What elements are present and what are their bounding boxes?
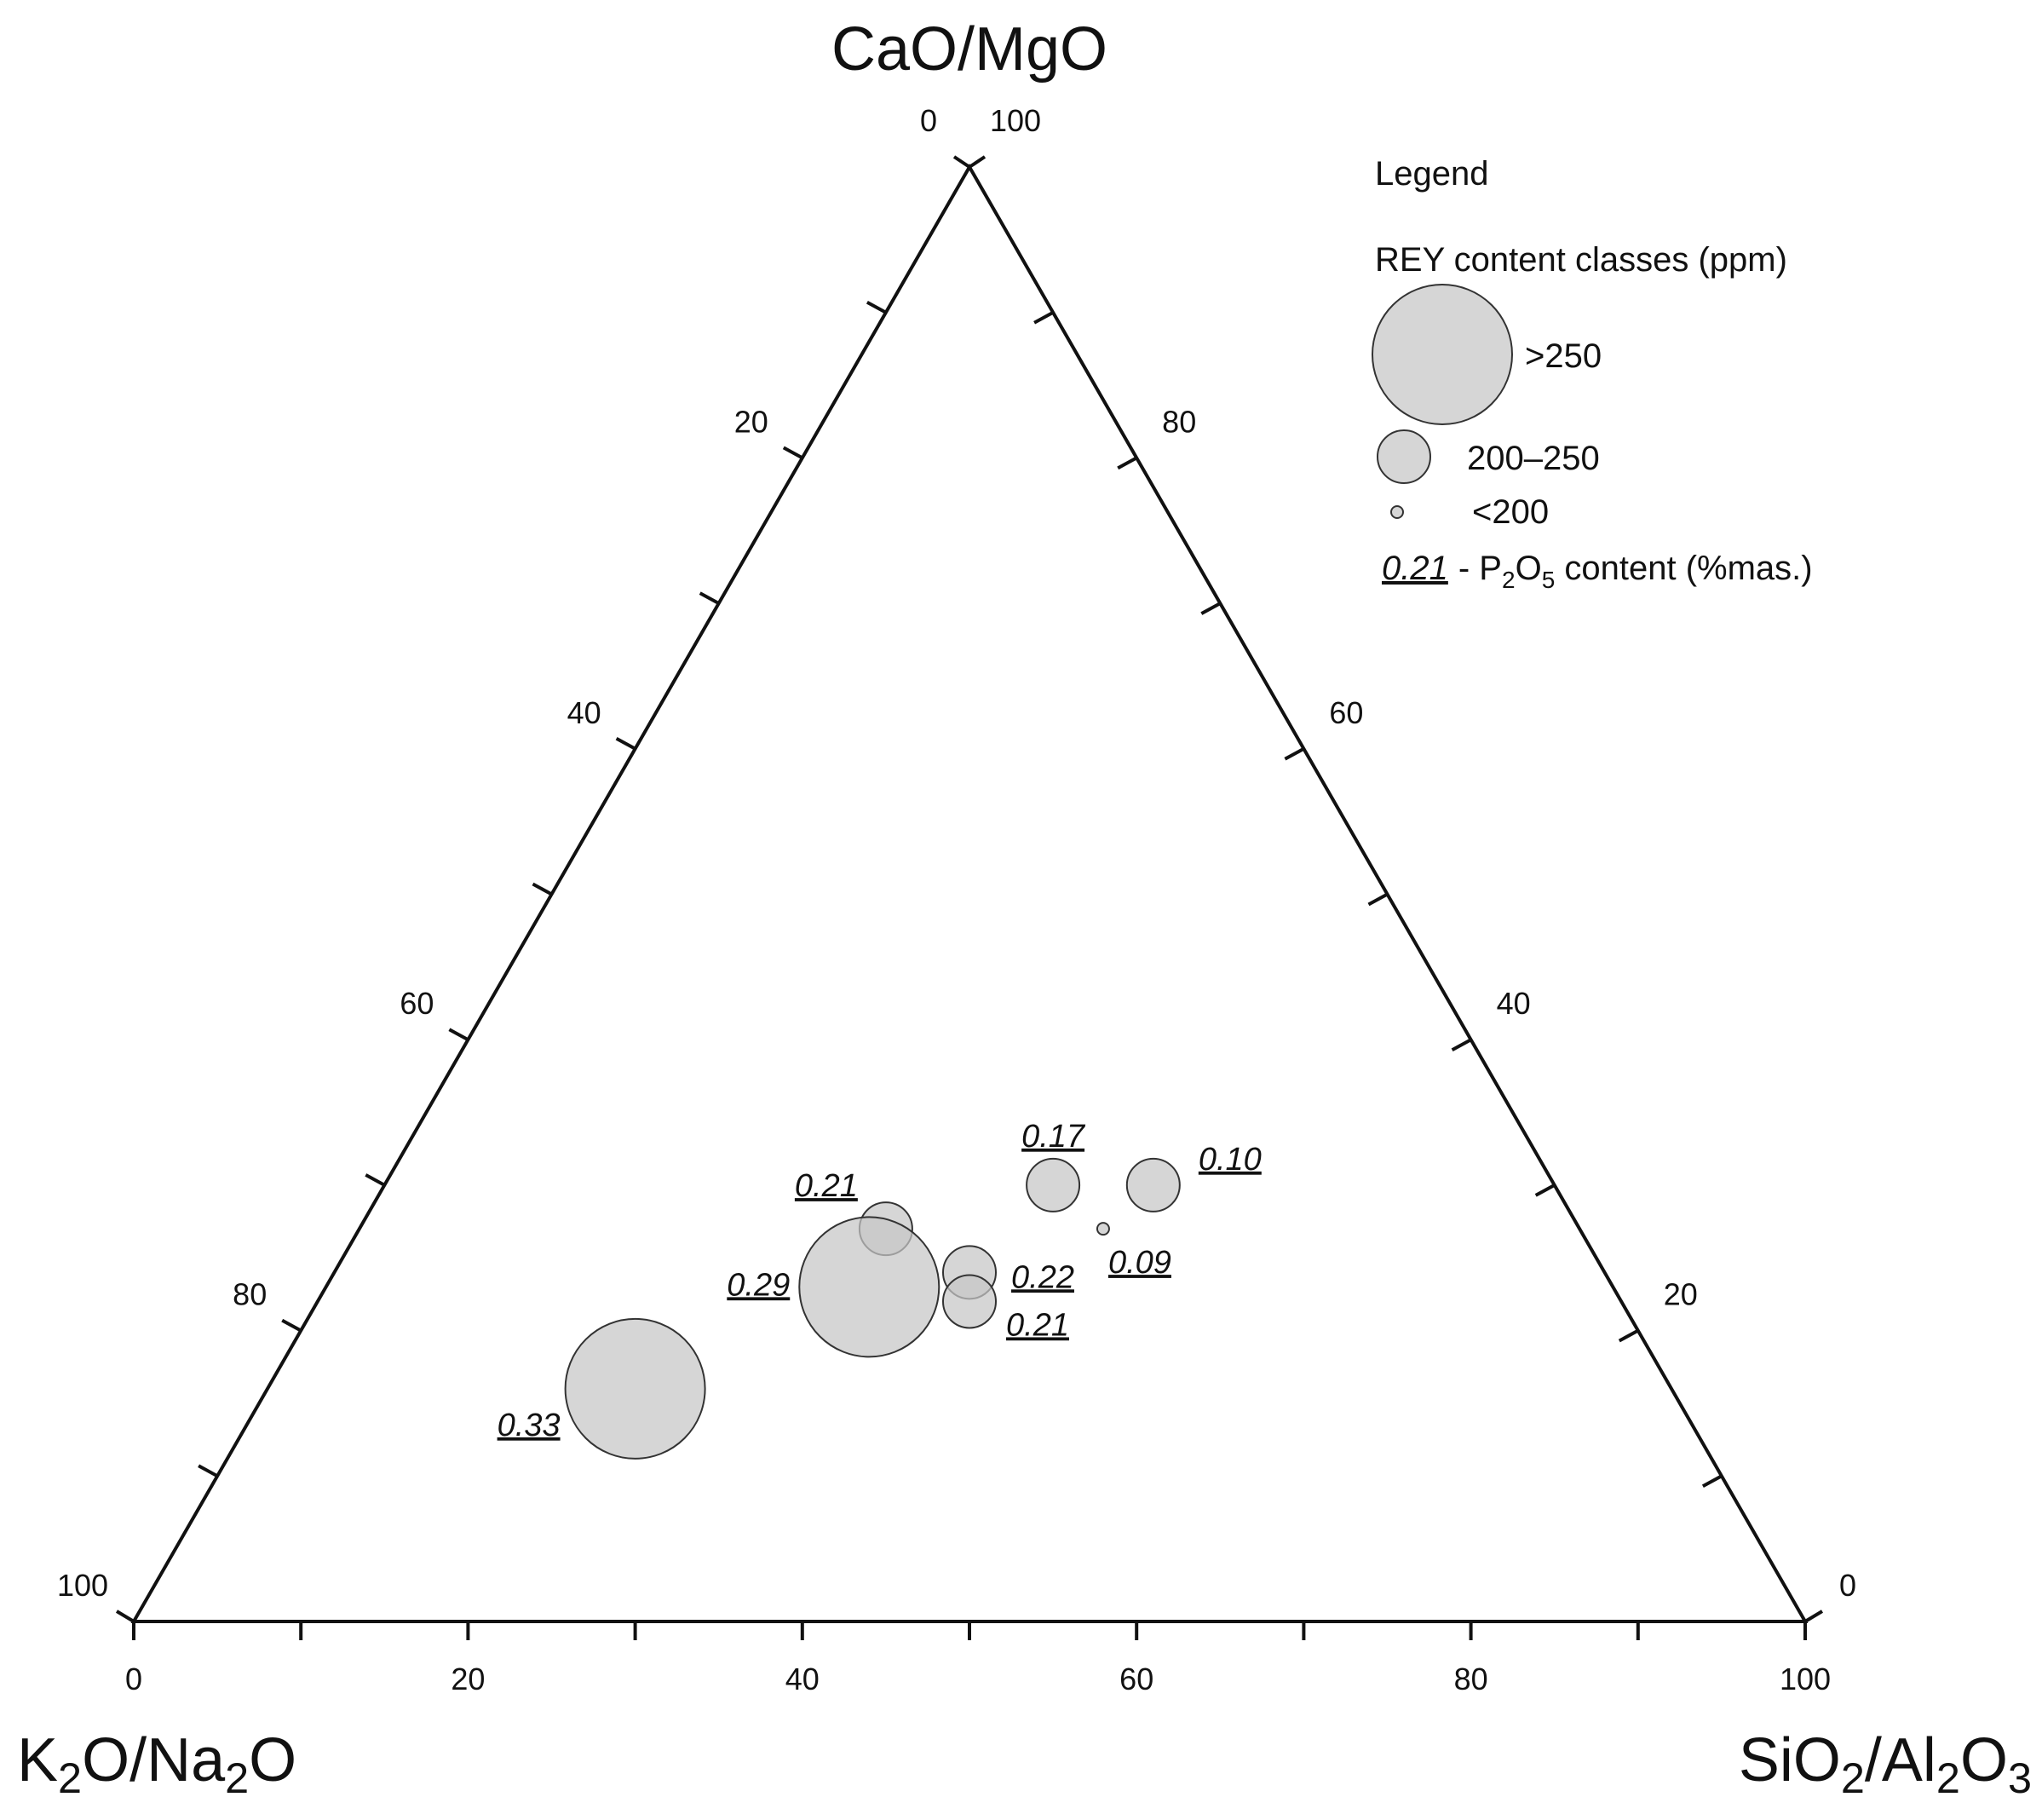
right-tick [1534, 1184, 1556, 1197]
p2o5-label: 0.21 [1006, 1307, 1069, 1343]
data-point [1125, 1157, 1181, 1212]
left-tick [782, 446, 803, 460]
apex-title-left: K2O/Na2O [17, 1726, 296, 1802]
legend-symbol-medium [1377, 429, 1431, 484]
p2o5-label: 0.22 [1011, 1259, 1074, 1295]
p2o5-label: 0.33 [498, 1408, 561, 1443]
bottom-tick-label: 60 [1119, 1662, 1153, 1696]
left-tick [198, 1464, 219, 1478]
legend-subtitle: REY content classes (ppm) [1375, 241, 1787, 279]
p2o5-label: 0.17 [1021, 1119, 1086, 1155]
right-tick-label: 0 [1839, 1568, 1856, 1603]
right-tick-label: 20 [1664, 1277, 1698, 1312]
left-tick-label: 80 [233, 1277, 267, 1312]
left-tick [699, 591, 720, 605]
right-tick [1701, 1474, 1723, 1489]
bottom-tick-label: 80 [1454, 1662, 1488, 1696]
left-tick [281, 1318, 302, 1333]
legend-class-small: <200 [1472, 493, 1549, 531]
legend-class-medium: 200–250 [1467, 440, 1600, 477]
right-tick [1618, 1328, 1639, 1343]
left-corner-tick [115, 1610, 135, 1623]
left-tick [365, 1173, 386, 1187]
tick-labels: 0 20 40 60 80 100 20 40 60 80 100 80 60 40 20 0 0 100 [57, 103, 1856, 1696]
right-tick [1451, 1038, 1472, 1051]
right-tick [1117, 456, 1138, 470]
p2o5-label: 0.21 [795, 1168, 858, 1204]
bottom-tick-label: 0 [125, 1662, 142, 1696]
right-tick [1367, 892, 1389, 907]
bottom-tick-label: 40 [785, 1662, 820, 1696]
p2o5-label: 0.09 [1108, 1245, 1171, 1281]
left-tick [532, 882, 553, 896]
apex-tick [952, 155, 971, 169]
right-tick [1033, 310, 1055, 325]
right-tick-label: 60 [1329, 695, 1363, 730]
apex-tick-label: 100 [990, 103, 1041, 138]
legend-symbol-large [1372, 284, 1513, 425]
apex-title-top: CaO/MgO [831, 15, 1107, 84]
left-tick-label: 60 [400, 986, 434, 1021]
left-tick [615, 737, 636, 751]
right-tick-label: 40 [1497, 986, 1531, 1021]
right-corner-tick [1803, 1610, 1824, 1623]
bottom-tick-label: 100 [1780, 1662, 1831, 1696]
apex-tick-label: 0 [920, 103, 937, 138]
apex-tick [968, 155, 986, 169]
right-tick-label: 80 [1162, 404, 1196, 439]
triangle-frame [130, 163, 1809, 1623]
legend-class-large: >250 [1525, 337, 1602, 375]
legend: Legend REY content classes (ppm) >250 20… [1372, 155, 1813, 593]
left-tick-label: 40 [567, 695, 601, 730]
data-point-labels: 0.21 0.29 0.33 0.22 0.21 0.17 0.10 0.09 [498, 1119, 1262, 1443]
p2o5-label: 0.29 [727, 1267, 790, 1303]
legend-title: Legend [1375, 155, 1488, 193]
bottom-tick-label: 20 [451, 1662, 485, 1696]
data-point [942, 1274, 997, 1329]
left-tick [448, 1028, 469, 1041]
left-tick-label: 100 [57, 1568, 108, 1603]
left-tick [866, 300, 887, 314]
right-tick [1200, 602, 1222, 615]
apex-title-right: SiO2/Al2O3 [1739, 1726, 2032, 1802]
data-point [1026, 1157, 1081, 1212]
legend-p2o5-note: 0.21- P2O5 content (%mas.) [1382, 550, 1813, 593]
data-point [564, 1317, 706, 1460]
data-points [564, 1157, 1181, 1460]
data-point [798, 1216, 940, 1358]
p2o5-label: 0.10 [1199, 1142, 1262, 1178]
data-point [1096, 1222, 1110, 1236]
tick-marks [115, 155, 1824, 1640]
right-tick [1284, 747, 1305, 761]
legend-symbol-small [1390, 505, 1404, 519]
left-tick-label: 20 [734, 404, 768, 439]
